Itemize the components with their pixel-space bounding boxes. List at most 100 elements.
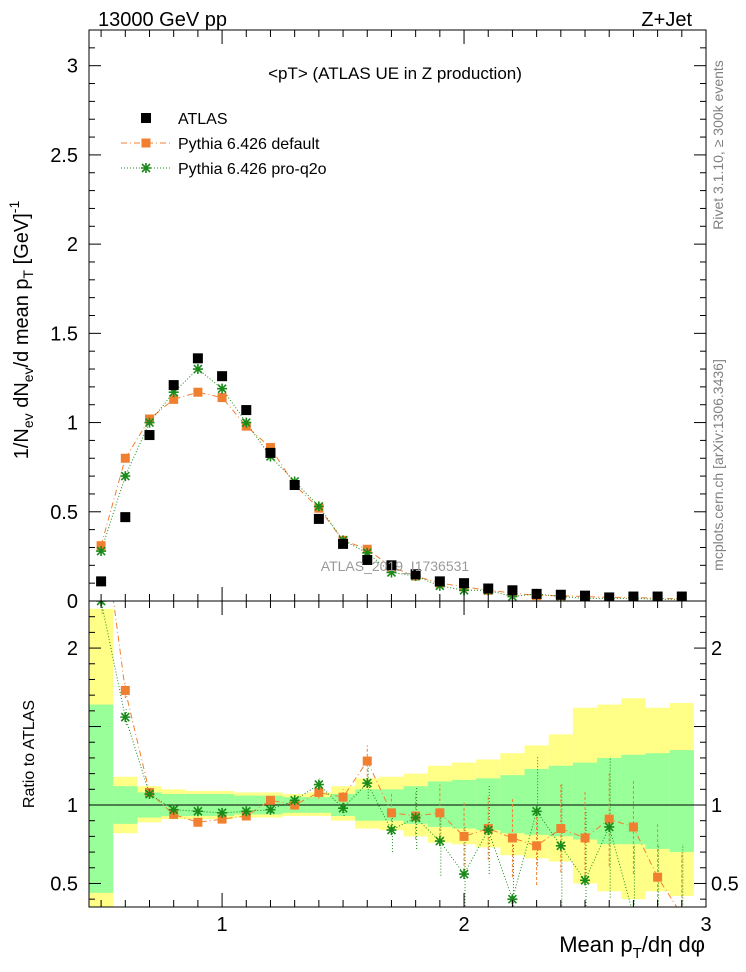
ratio-y-tick-label-right: 2	[711, 638, 722, 660]
ratio-point-proq2o	[459, 869, 470, 880]
ratio-point-proq2o	[434, 836, 445, 847]
ratio-point-proq2o	[265, 804, 276, 815]
ratio-y-tick-label-right: 1	[711, 795, 722, 817]
point-atlas	[241, 405, 252, 416]
ratio-point-default	[677, 910, 686, 919]
ratio-point-default	[338, 792, 348, 802]
legend-marker-default	[141, 138, 151, 148]
band-inner	[572, 762, 598, 840]
point-atlas	[434, 576, 445, 587]
point-atlas	[120, 512, 131, 523]
side-text-mcplots: mcplots.cern.ch [arXiv:1306.3436]	[710, 359, 726, 571]
main-y-tick-label: 2	[67, 234, 78, 256]
ratio-point-proq2o	[313, 779, 324, 790]
point-default	[96, 541, 106, 551]
ratio-panel: 0.5 0.5 1 1 2 2 1 2 3 Ratio to ATLAS Mean pT/dη …	[21, 502, 739, 962]
ratio-x-tick-label: 1	[217, 914, 228, 936]
point-atlas	[338, 538, 349, 549]
ratio-point-proq2o	[386, 825, 397, 836]
point-atlas	[459, 578, 470, 589]
ratio-point-proq2o	[168, 804, 179, 815]
ratio-point-proq2o	[507, 894, 518, 905]
point-atlas	[386, 560, 397, 571]
point-atlas	[410, 569, 421, 580]
header-left: 13000 GeV pp	[98, 9, 227, 31]
ratio-point-default	[628, 822, 638, 832]
ratio-point-default	[459, 831, 469, 841]
ratio-point-default	[604, 814, 614, 824]
ratio-y-tick-label: 1	[67, 795, 78, 817]
point-proq2o	[120, 471, 131, 482]
point-default	[193, 387, 203, 397]
point-proq2o	[241, 417, 252, 428]
ratio-point-proq2o	[580, 875, 591, 886]
point-atlas	[289, 480, 300, 491]
ratio-point-default	[265, 795, 275, 805]
ratio-point-proq2o	[628, 910, 638, 920]
ratio-x-tick-label: 3	[700, 914, 711, 936]
ratio-point-default	[435, 808, 445, 818]
ratio-point-default	[653, 872, 663, 882]
main-panel: 0 0.5 1 1.5 2 2.5 3 <pT> (ATLAS UE in Z produc…	[6, 29, 707, 613]
ratio-y-tick-label: 2	[67, 638, 78, 660]
ratio-point-default	[193, 817, 203, 827]
point-atlas	[96, 576, 107, 587]
main-y-tick-label: 0	[67, 591, 78, 613]
legend-label: Pythia 6.426 default	[178, 136, 320, 153]
header-right: Z+Jet	[641, 9, 692, 31]
band-inner	[669, 750, 694, 853]
ratio-point-proq2o	[192, 806, 203, 817]
point-atlas	[362, 554, 373, 565]
legend-label: ATLAS	[178, 111, 228, 128]
legend-marker-atlas	[141, 113, 151, 123]
main-y-tick-label: 2.5	[50, 145, 78, 167]
ratio-point-proq2o	[483, 825, 494, 836]
ratio-point-proq2o	[217, 807, 228, 818]
ratio-y-tick-label: 0.5	[50, 873, 78, 895]
point-proq2o	[144, 417, 155, 428]
ratio-point-proq2o	[555, 840, 566, 851]
point-proq2o	[96, 546, 107, 557]
ratio-point-proq2o	[531, 806, 542, 817]
point-proq2o	[362, 547, 373, 558]
ratio-point-default	[217, 814, 227, 824]
point-atlas	[144, 430, 155, 441]
ratio-point-default	[580, 833, 590, 843]
legend: ATLAS Pythia 6.426 default Pythia 6.426 pr…	[121, 111, 327, 178]
point-default	[120, 453, 130, 463]
point-default	[169, 394, 179, 404]
plot-title: <pT> (ATLAS UE in Z production)	[268, 64, 522, 83]
point-default	[217, 393, 227, 403]
ratio-point-proq2o	[338, 803, 349, 814]
band-inner	[645, 753, 670, 849]
ratio-point-default	[556, 824, 566, 834]
watermark: ATLAS_2019_I1736531	[321, 558, 470, 574]
band-inner	[89, 704, 114, 893]
ratio-point-default	[532, 841, 542, 851]
main-y-tick-label: 1.5	[50, 323, 78, 345]
ratio-point-proq2o	[120, 712, 131, 723]
ratio-y-axis-label: Ratio to ATLAS	[21, 700, 38, 808]
point-atlas	[313, 513, 324, 524]
point-proq2o	[168, 387, 179, 398]
ratio-point-proq2o	[410, 812, 421, 823]
point-default	[265, 443, 275, 453]
point-atlas	[483, 583, 494, 594]
side-text-rivet: Rivet 3.1.10, ≥ 300k events	[710, 60, 726, 230]
point-atlas	[168, 380, 179, 391]
ratio-x-axis-label: Mean pT/dη dφ	[559, 932, 705, 962]
ratio-point-default	[97, 502, 106, 511]
ratio-y-tick-label-right: 0.5	[711, 873, 739, 895]
ratio-point-default	[314, 787, 324, 797]
ratio-point-proq2o	[362, 778, 373, 789]
point-atlas	[507, 585, 518, 596]
ratio-point-proq2o	[289, 795, 300, 806]
ratio-point-proq2o	[144, 789, 155, 800]
ratio-frame	[88, 600, 707, 908]
ratio-point-default	[507, 833, 517, 843]
main-y-tick-label: 3	[67, 56, 78, 78]
main-y-tick-label: 0.5	[50, 502, 78, 524]
legend-label: Pythia 6.426 pro-q2o	[178, 161, 327, 178]
point-atlas	[265, 447, 276, 458]
main-y-axis-label: 1/Nev dNev/d mean pT [GeV]-1	[6, 201, 36, 460]
